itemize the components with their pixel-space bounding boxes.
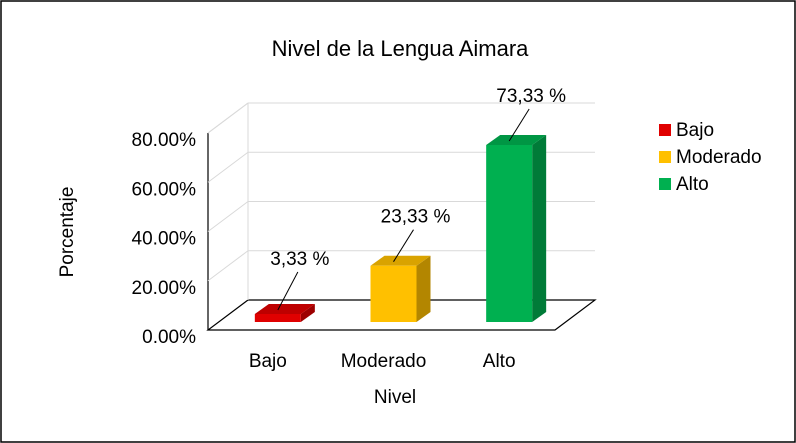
chart-title: Nivel de la Lengua Aimara <box>272 36 530 61</box>
grid-line <box>207 102 249 134</box>
leader-line <box>277 271 299 311</box>
bar-front <box>254 313 301 322</box>
grid-line <box>207 151 249 183</box>
leader-line <box>508 108 530 142</box>
data-label: 73,33 % <box>496 86 566 107</box>
x-tick-label: Moderado <box>341 351 427 372</box>
x-tick-label: Bajo <box>249 351 287 372</box>
y-tick-label: 40.00% <box>132 229 197 250</box>
bar <box>254 303 315 322</box>
legend-label: Alto <box>676 174 709 195</box>
bar <box>486 135 547 322</box>
grid-line <box>207 250 249 282</box>
bar <box>370 255 431 322</box>
bar-side <box>300 303 315 322</box>
y-tick-label: 80.00% <box>132 130 197 151</box>
bar-front <box>370 265 417 322</box>
legend-swatch <box>659 151 671 163</box>
bar-front <box>486 145 533 322</box>
x-tick-label: Alto <box>483 351 516 372</box>
bar-side <box>532 135 547 322</box>
bar-top <box>486 135 547 146</box>
legend-label: Bajo <box>676 120 714 141</box>
data-label: 23,33 % <box>381 207 451 228</box>
grid-line <box>207 201 249 232</box>
y-tick-label: 20.00% <box>132 278 197 299</box>
bar-top <box>254 303 315 314</box>
legend-swatch <box>659 124 671 136</box>
x-axis-title: Nivel <box>374 387 416 408</box>
y-tick-label: 60.00% <box>132 179 197 200</box>
legend-swatch <box>659 178 671 190</box>
y-tick-label: 0.00% <box>142 327 196 348</box>
data-label: 3,33 % <box>270 249 329 270</box>
bar-top <box>370 255 431 266</box>
y-axis-title: Porcentaje <box>57 187 78 278</box>
leader-line <box>393 229 414 262</box>
bar-side <box>416 255 431 322</box>
legend-label: Moderado <box>676 147 762 168</box>
floor <box>206 299 597 331</box>
